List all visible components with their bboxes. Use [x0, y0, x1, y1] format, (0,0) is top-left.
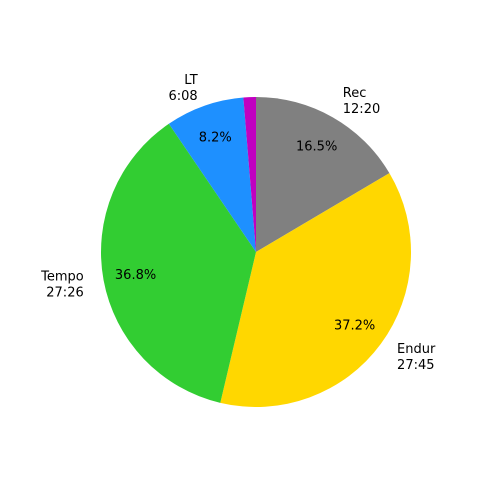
- slice-label: Endur: [397, 342, 436, 357]
- slice-time: 12:20: [343, 102, 380, 117]
- pie-slice: [256, 97, 390, 252]
- pct-label: 8.2%: [199, 131, 232, 146]
- slice-time: 27:26: [46, 286, 83, 301]
- slice-time: 27:45: [397, 358, 434, 373]
- pie-slice: [168, 97, 256, 252]
- slice-time: 6:08: [169, 89, 198, 104]
- pct-label: 36.8%: [115, 268, 156, 283]
- pie-slice: [101, 123, 256, 403]
- pct-label: 16.5%: [296, 140, 337, 155]
- slice-label: LT: [184, 73, 197, 88]
- pie-slice: [243, 97, 256, 252]
- pct-label: 37.2%: [334, 319, 375, 334]
- pie-slice: [220, 173, 411, 407]
- slice-label: Tempo: [40, 270, 84, 285]
- slice-label: Rec: [343, 86, 367, 101]
